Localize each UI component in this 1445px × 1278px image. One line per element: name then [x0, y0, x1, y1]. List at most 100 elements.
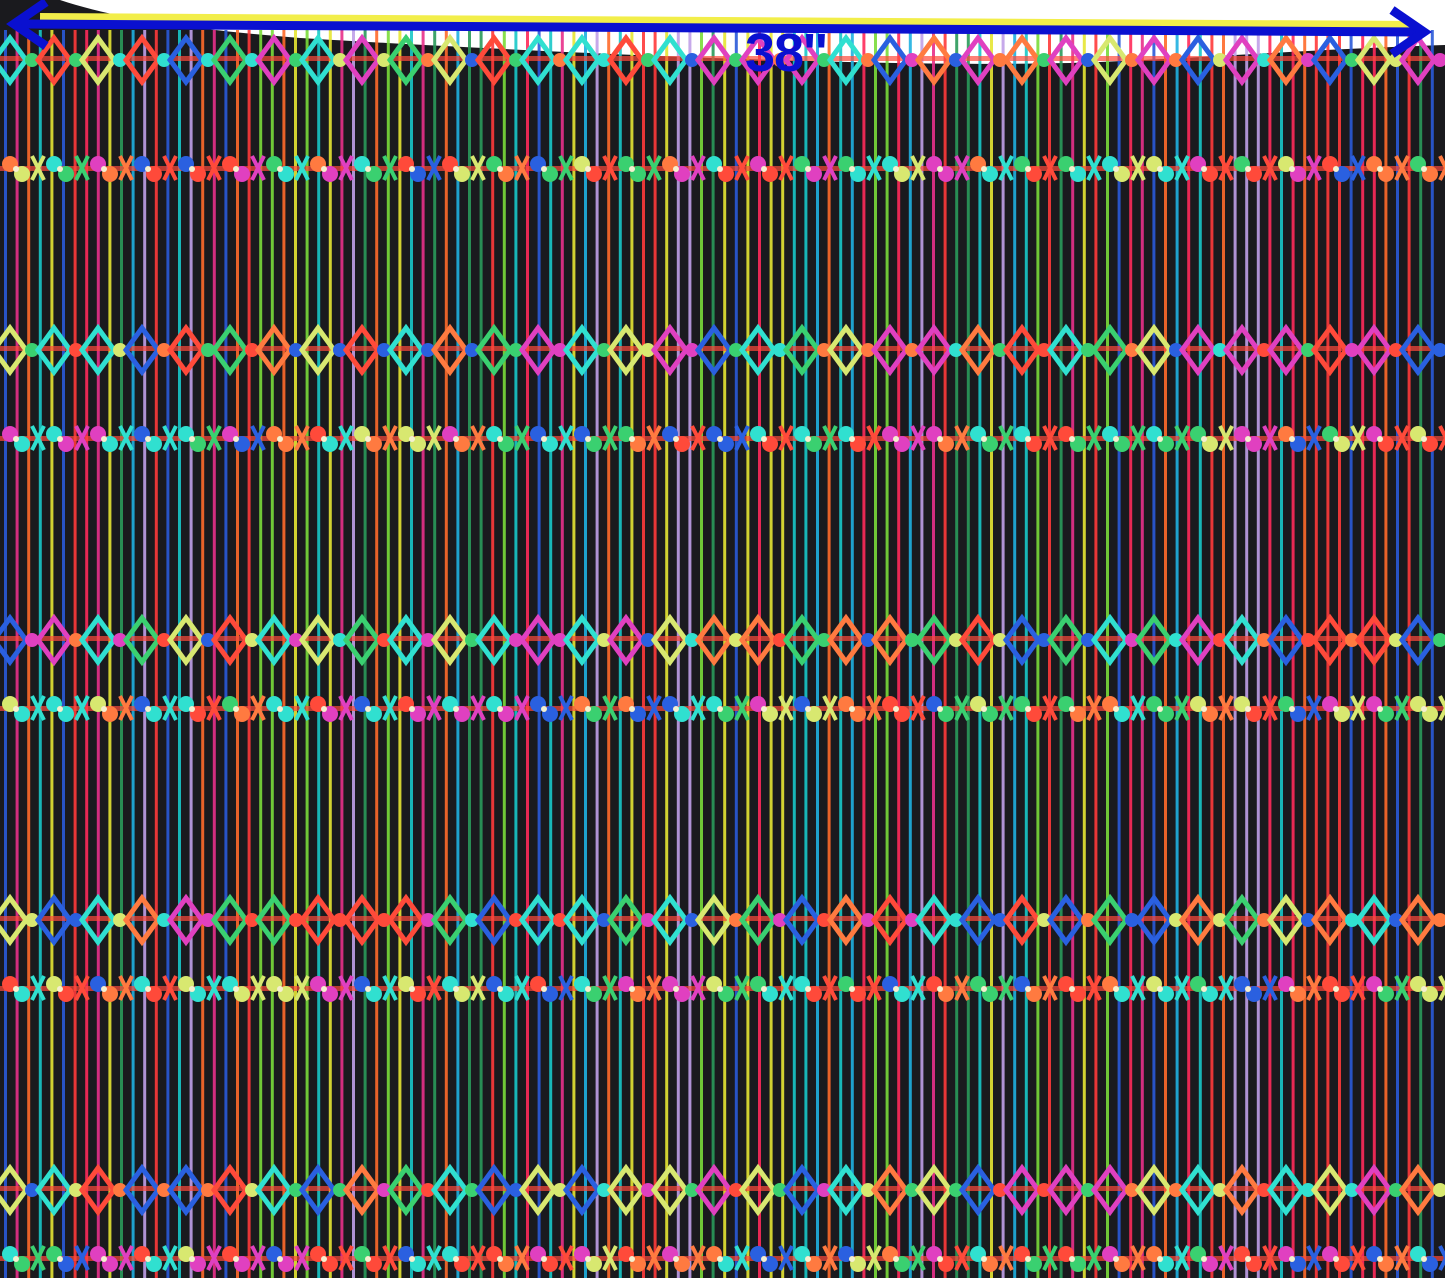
- flower-center: [497, 986, 503, 992]
- warp-stripe: [781, 30, 785, 1278]
- flower-center: [805, 986, 811, 992]
- butterfly-motif: [1174, 975, 1190, 1001]
- butterfly-motif: [910, 1245, 926, 1271]
- warp-stripe: [1106, 30, 1109, 1278]
- butterfly-motif: [1086, 155, 1102, 181]
- flower-center: [937, 436, 943, 442]
- motif-dot: [157, 343, 171, 357]
- diamond-motif: [650, 1163, 690, 1217]
- motif-dot: [641, 633, 655, 647]
- flower-center: [453, 436, 459, 442]
- warp-stripe: [247, 30, 251, 1278]
- motif-dot: [949, 343, 963, 357]
- motif-dot: [69, 53, 83, 67]
- diamond-motif: [1354, 323, 1394, 377]
- flower-center: [717, 1256, 723, 1262]
- butterfly-motif: [822, 425, 838, 451]
- flower-center: [629, 706, 635, 712]
- diamond-motif: [650, 323, 690, 377]
- butterfly-motif: [778, 155, 794, 181]
- butterfly-motif: [778, 975, 794, 1001]
- flower-center: [101, 166, 107, 172]
- motif-dot: [685, 1183, 699, 1197]
- band-line: [0, 1186, 1445, 1191]
- band-line: [0, 346, 1445, 351]
- motif-dot: [1433, 633, 1445, 647]
- flower-center: [189, 986, 195, 992]
- diamond-motif: [342, 33, 382, 87]
- diamond-motif: [1002, 1163, 1042, 1217]
- butterfly-motif: [1438, 425, 1445, 451]
- warp-stripe: [1164, 30, 1167, 1278]
- butterfly-motif: [1306, 155, 1322, 181]
- motif-dot: [289, 1183, 303, 1197]
- diamond-motif: [474, 893, 514, 947]
- warp-stripe: [73, 30, 77, 1278]
- motif-dot: [1345, 1183, 1359, 1197]
- flower-center: [13, 986, 19, 992]
- diamond-motif: [826, 1163, 866, 1217]
- butterfly-motif: [382, 695, 398, 721]
- motif-dot: [25, 53, 39, 67]
- motif-dot: [993, 1183, 1007, 1197]
- motif-dot: [1125, 343, 1139, 357]
- flower-center: [717, 436, 723, 442]
- butterfly-motif: [954, 695, 970, 721]
- flower-center: [233, 986, 239, 992]
- butterfly-motif: [558, 975, 574, 1001]
- warp-stripe: [340, 30, 344, 1278]
- butterfly-motif: [206, 695, 222, 721]
- diamond-motif: [1046, 1163, 1086, 1217]
- motif-dot: [69, 633, 83, 647]
- motif-dot: [1257, 633, 1271, 647]
- diamond-motif: [1134, 323, 1174, 377]
- motif-dot: [729, 53, 743, 67]
- motif-dot: [1081, 633, 1095, 647]
- motif-dot: [685, 633, 699, 647]
- diamond-motif: [0, 893, 30, 947]
- butterfly-motif: [954, 1245, 970, 1271]
- diamond-motif: [1090, 1163, 1130, 1217]
- warp-stripe: [1187, 30, 1191, 1278]
- diamond-motif: [518, 1163, 558, 1217]
- motif-dot: [905, 1183, 919, 1197]
- motif-dot: [729, 343, 743, 357]
- warp-stripe: [908, 30, 912, 1278]
- motif-dot: [1213, 53, 1227, 67]
- motif-dot: [553, 1183, 567, 1197]
- butterfly-motif: [998, 155, 1014, 181]
- flower-center: [1421, 986, 1427, 992]
- butterfly-motif: [602, 425, 618, 451]
- band-line: [0, 56, 1445, 61]
- motif-dot: [201, 53, 215, 67]
- butterfly-motif: [866, 975, 882, 1001]
- butterfly-motif: [734, 425, 750, 451]
- diamond-motif: [1134, 893, 1174, 947]
- flower-center: [1201, 166, 1207, 172]
- diamond-motif: [870, 893, 910, 947]
- diamond-motif: [1134, 613, 1174, 667]
- butterfly-motif: [470, 1245, 486, 1271]
- warp-stripe: [537, 30, 541, 1278]
- motif-dot: [113, 1183, 127, 1197]
- warp-stripe: [827, 30, 831, 1278]
- butterfly-motif: [734, 1245, 750, 1271]
- flower-center: [145, 706, 151, 712]
- motif-dot: [641, 913, 655, 927]
- diamond-motif: [122, 613, 162, 667]
- motif-dot: [421, 343, 435, 357]
- flower-center: [585, 166, 591, 172]
- warp-stripe: [1198, 30, 1202, 1278]
- diamond-motif: [694, 33, 734, 87]
- diamond-motif: [1310, 33, 1350, 87]
- flower-center: [277, 166, 283, 172]
- motif-dot: [861, 633, 875, 647]
- diamond-motif: [1046, 613, 1086, 667]
- flower-center: [1025, 166, 1031, 172]
- warp-stripe: [700, 30, 703, 1278]
- butterfly-motif: [1130, 975, 1146, 1001]
- diamond-motif: [958, 893, 998, 947]
- flower-center: [1377, 1256, 1383, 1262]
- motif-dot: [509, 913, 523, 927]
